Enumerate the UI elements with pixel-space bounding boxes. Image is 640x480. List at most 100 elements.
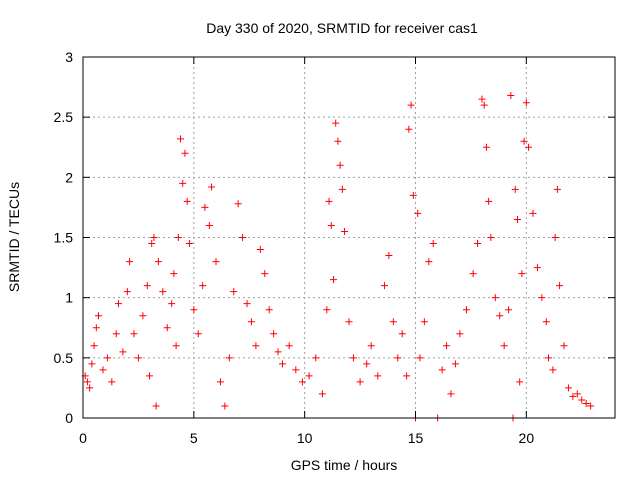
data-point bbox=[491, 294, 499, 302]
data-point bbox=[86, 384, 94, 392]
data-point bbox=[341, 227, 349, 235]
data-point bbox=[582, 400, 590, 408]
data-point bbox=[560, 342, 568, 350]
data-point bbox=[516, 378, 524, 386]
data-point bbox=[170, 270, 178, 278]
data-points bbox=[81, 92, 595, 422]
data-point bbox=[385, 252, 393, 260]
data-point bbox=[545, 354, 552, 362]
data-point bbox=[327, 221, 335, 229]
data-point bbox=[179, 179, 187, 187]
data-point bbox=[518, 270, 526, 278]
data-point bbox=[496, 312, 504, 320]
data-point bbox=[398, 330, 406, 338]
data-point bbox=[261, 270, 269, 278]
data-point bbox=[511, 185, 519, 193]
data-point bbox=[292, 366, 300, 374]
data-point bbox=[323, 306, 331, 314]
y-tick-label: 0 bbox=[65, 410, 73, 426]
data-point bbox=[485, 197, 493, 205]
data-point bbox=[239, 234, 247, 241]
data-point bbox=[564, 384, 572, 392]
data-point bbox=[112, 330, 120, 338]
data-point bbox=[456, 330, 464, 338]
data-point bbox=[134, 354, 142, 362]
data-point bbox=[447, 390, 455, 398]
data-point bbox=[405, 125, 413, 133]
data-point bbox=[478, 95, 486, 103]
x-tick-label: 0 bbox=[79, 430, 87, 446]
x-tick-label: 15 bbox=[408, 430, 424, 446]
data-point bbox=[420, 318, 428, 326]
data-point bbox=[389, 318, 397, 326]
x-tick-label: 20 bbox=[519, 430, 535, 446]
data-point bbox=[551, 234, 559, 241]
data-point bbox=[279, 360, 286, 368]
x-axis-label: GPS time / hours bbox=[291, 457, 398, 473]
data-point bbox=[95, 312, 103, 320]
data-point bbox=[429, 240, 437, 248]
data-point bbox=[332, 119, 340, 127]
data-point bbox=[185, 240, 193, 248]
data-point bbox=[522, 99, 530, 107]
data-point bbox=[230, 288, 238, 296]
data-point bbox=[108, 378, 116, 386]
data-point bbox=[533, 264, 541, 272]
data-point bbox=[305, 372, 313, 380]
data-point bbox=[443, 342, 451, 350]
data-point bbox=[451, 360, 459, 368]
data-point bbox=[247, 318, 255, 326]
data-point bbox=[425, 258, 433, 266]
data-point bbox=[243, 300, 251, 308]
data-point bbox=[150, 234, 158, 241]
data-point bbox=[480, 101, 488, 109]
data-point bbox=[88, 360, 96, 368]
data-point bbox=[199, 282, 207, 290]
data-point bbox=[338, 185, 346, 193]
data-point bbox=[438, 366, 446, 374]
data-point bbox=[380, 282, 388, 290]
data-point bbox=[285, 342, 293, 350]
data-point bbox=[374, 372, 382, 380]
x-tick-label: 5 bbox=[190, 430, 198, 446]
y-tick-label: 1 bbox=[65, 290, 73, 306]
data-point bbox=[414, 209, 422, 217]
data-point bbox=[325, 197, 333, 205]
data-point bbox=[312, 354, 320, 362]
data-point bbox=[234, 200, 242, 208]
data-point bbox=[349, 354, 357, 362]
data-point bbox=[469, 270, 477, 278]
data-point bbox=[318, 390, 326, 398]
data-point bbox=[92, 324, 100, 332]
data-point bbox=[507, 92, 515, 100]
data-point bbox=[367, 342, 375, 350]
data-point bbox=[363, 360, 371, 368]
data-point bbox=[148, 240, 156, 248]
data-point bbox=[487, 234, 495, 241]
data-point bbox=[114, 300, 122, 308]
data-point bbox=[265, 306, 273, 314]
data-point bbox=[163, 324, 171, 332]
data-point bbox=[334, 137, 342, 145]
y-tick-label: 0.5 bbox=[54, 350, 74, 366]
data-point bbox=[298, 378, 306, 386]
data-point bbox=[83, 378, 91, 386]
data-point bbox=[190, 306, 198, 314]
grid-lines bbox=[83, 57, 615, 418]
data-point bbox=[126, 258, 134, 266]
data-point bbox=[573, 390, 581, 398]
data-point bbox=[394, 354, 402, 362]
data-point bbox=[252, 342, 260, 350]
data-point bbox=[130, 330, 138, 338]
data-point bbox=[177, 135, 185, 143]
data-point bbox=[146, 372, 153, 380]
data-point bbox=[270, 330, 278, 338]
data-point bbox=[201, 203, 209, 211]
data-point bbox=[525, 143, 533, 151]
data-point bbox=[225, 354, 233, 362]
data-point bbox=[345, 318, 353, 326]
data-point bbox=[529, 209, 537, 217]
y-tick-label: 1.5 bbox=[54, 230, 74, 246]
data-point bbox=[336, 161, 344, 169]
